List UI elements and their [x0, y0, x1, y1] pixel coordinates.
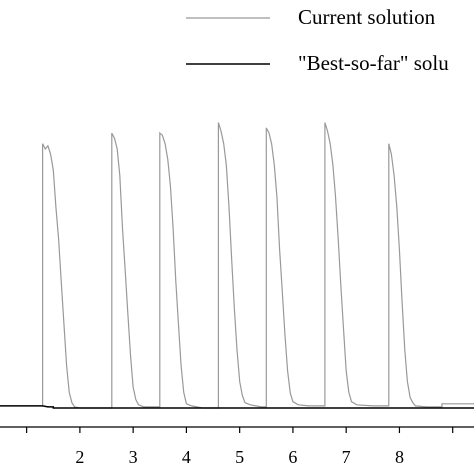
legend-label-current-solution: Current solution	[298, 5, 436, 29]
x-tick-label: 5	[235, 447, 244, 467]
plot-area	[0, 122, 474, 409]
x-tick-label: 2	[75, 447, 84, 467]
x-tick-label: 6	[288, 447, 297, 467]
x-tick-label: 3	[129, 447, 138, 467]
x-tick-label: 7	[342, 447, 351, 467]
x-tick-label: 4	[182, 447, 191, 467]
series-line-best-so-far	[0, 405, 474, 409]
series-line-current-solution	[41, 122, 474, 409]
legend-label-best-so-far: "Best-so-far" solu	[298, 51, 449, 75]
x-axis: 2 3 4 5 6 7 8	[0, 426, 474, 467]
x-tick-label: 8	[395, 447, 404, 467]
legend: Current solution "Best-so-far" solu	[186, 5, 449, 75]
